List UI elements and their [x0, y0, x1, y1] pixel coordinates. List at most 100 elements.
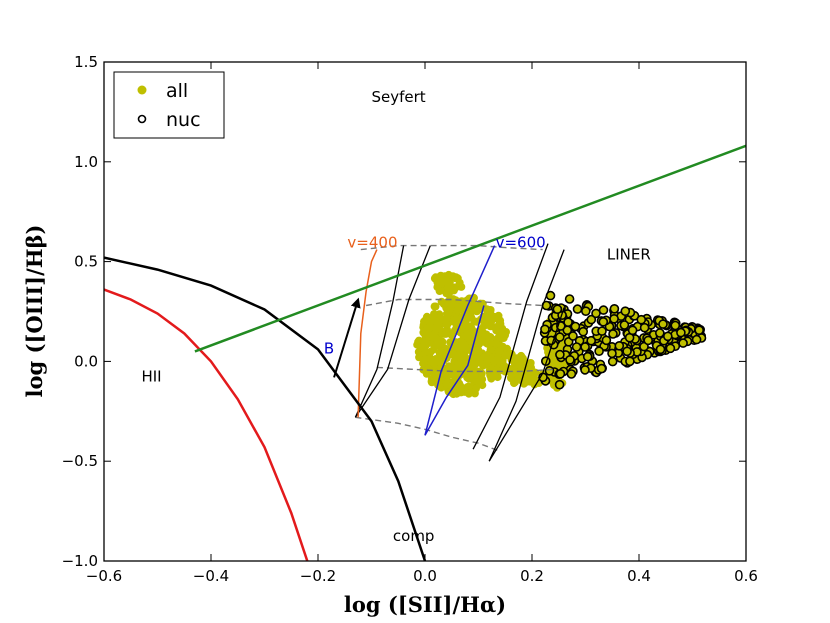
- point-all: [440, 299, 449, 308]
- point-all: [500, 362, 509, 371]
- point-all: [453, 351, 462, 360]
- curve-kauffmann-starforming: [104, 288, 309, 561]
- x-tick-label: −0.2: [300, 567, 336, 585]
- point-nuc: [554, 332, 565, 342]
- model-grid-line: [488, 307, 565, 462]
- point-nuc: [544, 365, 555, 376]
- point-nuc: [676, 327, 686, 338]
- legend-marker-all: [137, 85, 147, 95]
- model-grid-dashed-line: [355, 416, 501, 452]
- point-nuc: [655, 344, 666, 355]
- annotations: v=400 v=600 B: [324, 234, 546, 358]
- axis-ticks: −0.6 −0.4 −0.2 0.0 0.2 0.4 0.6 −1.0 −0.5 0.0 0.5 1.…: [62, 53, 758, 585]
- point-nuc: [570, 321, 581, 332]
- point-all: [518, 354, 527, 363]
- x-tick-label: 0.6: [734, 567, 758, 585]
- point-all: [447, 363, 456, 371]
- point-nuc: [625, 356, 635, 367]
- point-all: [484, 339, 493, 348]
- point-all: [464, 389, 473, 398]
- point-nuc: [619, 320, 630, 330]
- point-all: [453, 306, 462, 315]
- point-all: [431, 302, 440, 311]
- point-nuc: [691, 334, 702, 345]
- point-nuc: [665, 343, 676, 354]
- point-all: [436, 339, 445, 348]
- x-tick-label: 0.4: [627, 567, 651, 585]
- point-nuc: [596, 363, 607, 374]
- point-nuc: [694, 325, 705, 336]
- point-nuc: [568, 331, 578, 341]
- region-label-comp: comp: [393, 527, 435, 545]
- point-all: [447, 388, 456, 397]
- y-tick-label: 0.0: [74, 352, 98, 370]
- point-nuc: [563, 317, 573, 328]
- annotation-label: B: [324, 339, 334, 357]
- point-nuc: [540, 324, 550, 335]
- region-label-hii: HII: [141, 367, 161, 385]
- point-all: [471, 347, 480, 356]
- point-nuc: [627, 325, 638, 336]
- curve-kewley-extreme-starburst: [104, 256, 427, 561]
- point-all: [498, 342, 507, 351]
- point-all: [456, 359, 465, 368]
- point-all: [440, 351, 448, 360]
- point-all: [450, 372, 459, 381]
- point-all: [490, 356, 499, 365]
- point-all: [483, 317, 492, 325]
- region-label-seyfert: Seyfert: [372, 88, 426, 106]
- point-all: [452, 381, 461, 390]
- point-all: [513, 359, 522, 368]
- point-all: [421, 347, 430, 356]
- point-all: [471, 359, 480, 368]
- point-nuc: [571, 342, 582, 352]
- point-all: [444, 283, 453, 291]
- point-all: [439, 316, 448, 325]
- x-tick-label: 0.0: [413, 567, 437, 585]
- point-nuc: [639, 322, 650, 333]
- model-grid-dashed-line: [376, 366, 554, 373]
- point-nuc: [598, 305, 609, 315]
- point-nuc: [555, 368, 566, 379]
- point-all: [492, 326, 501, 335]
- region-label-liner: LINER: [607, 246, 651, 264]
- point-all: [466, 312, 475, 321]
- point-all: [471, 304, 480, 313]
- point-nuc: [609, 313, 619, 324]
- point-all: [439, 276, 448, 285]
- model-grid-line: [354, 245, 405, 418]
- point-nuc: [608, 329, 618, 339]
- point-all: [429, 316, 438, 325]
- point-nuc: [662, 331, 673, 342]
- point-nuc: [614, 340, 625, 351]
- point-all: [441, 329, 450, 338]
- point-all: [429, 345, 438, 354]
- point-nuc: [564, 294, 575, 304]
- legend-label-nuc: nuc: [166, 109, 201, 131]
- point-all: [474, 376, 483, 385]
- point-all: [430, 310, 438, 319]
- y-tick-label: 0.5: [74, 253, 98, 271]
- point-nuc: [591, 308, 601, 319]
- point-nuc: [678, 338, 688, 348]
- point-nuc: [658, 319, 668, 329]
- annotation-label: v=600: [496, 234, 546, 252]
- legend-label-all: all: [166, 80, 188, 102]
- point-all: [486, 310, 495, 319]
- point-all: [424, 365, 433, 373]
- point-nuc: [597, 326, 607, 336]
- x-tick-label: −0.4: [193, 567, 229, 585]
- point-all: [426, 323, 435, 331]
- point-nuc: [580, 342, 590, 352]
- point-all: [487, 365, 496, 374]
- point-nuc: [572, 304, 583, 314]
- point-all: [426, 354, 435, 363]
- point-nuc: [607, 348, 617, 359]
- point-nuc: [654, 328, 665, 338]
- point-all: [486, 345, 495, 354]
- y-tick-label: 1.0: [74, 153, 98, 171]
- point-nuc: [598, 316, 609, 327]
- point-all: [448, 299, 457, 308]
- model-v600-line: [424, 245, 496, 436]
